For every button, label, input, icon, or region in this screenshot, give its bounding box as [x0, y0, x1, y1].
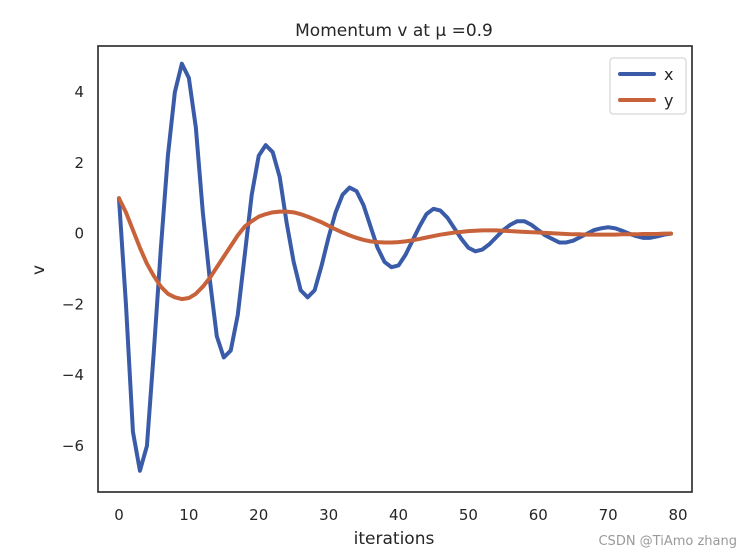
plot-area: 0 10 20 30 40 50 60 70 80 −6 −4 −2 0 2 4 [62, 45, 693, 524]
series-line-y [116, 196, 674, 302]
y-tick-label: −2 [62, 295, 84, 313]
series-line-x [116, 61, 674, 473]
legend-box [609, 57, 687, 115]
y-tick-label: 2 [74, 154, 84, 172]
x-tick-label: 80 [668, 506, 687, 524]
y-tick-label: −6 [62, 437, 84, 455]
x-axis-label: iterations [354, 529, 435, 549]
x-tick-label: 10 [179, 506, 198, 524]
legend-label-y: y [664, 91, 673, 110]
y-tick-label: 4 [74, 83, 84, 101]
legend-label-x: x [664, 65, 673, 84]
watermark-text: CSDN @TiAmo zhang [598, 534, 737, 549]
x-tick-label: 60 [529, 506, 548, 524]
y-tick-label: 0 [74, 225, 84, 243]
x-tick-label: 0 [114, 506, 124, 524]
chart-title: Momentum v at μ =0.9 [295, 21, 493, 41]
y-axis-label: v [29, 265, 49, 275]
x-tick-label: 20 [249, 506, 268, 524]
x-tick-label: 50 [459, 506, 478, 524]
x-tick-label: 30 [319, 506, 338, 524]
plot-frame [97, 45, 693, 493]
x-tick-label: 70 [599, 506, 618, 524]
x-tick-label: 40 [389, 506, 408, 524]
legend: xy [609, 57, 687, 115]
y-tick-label: −4 [62, 366, 84, 384]
